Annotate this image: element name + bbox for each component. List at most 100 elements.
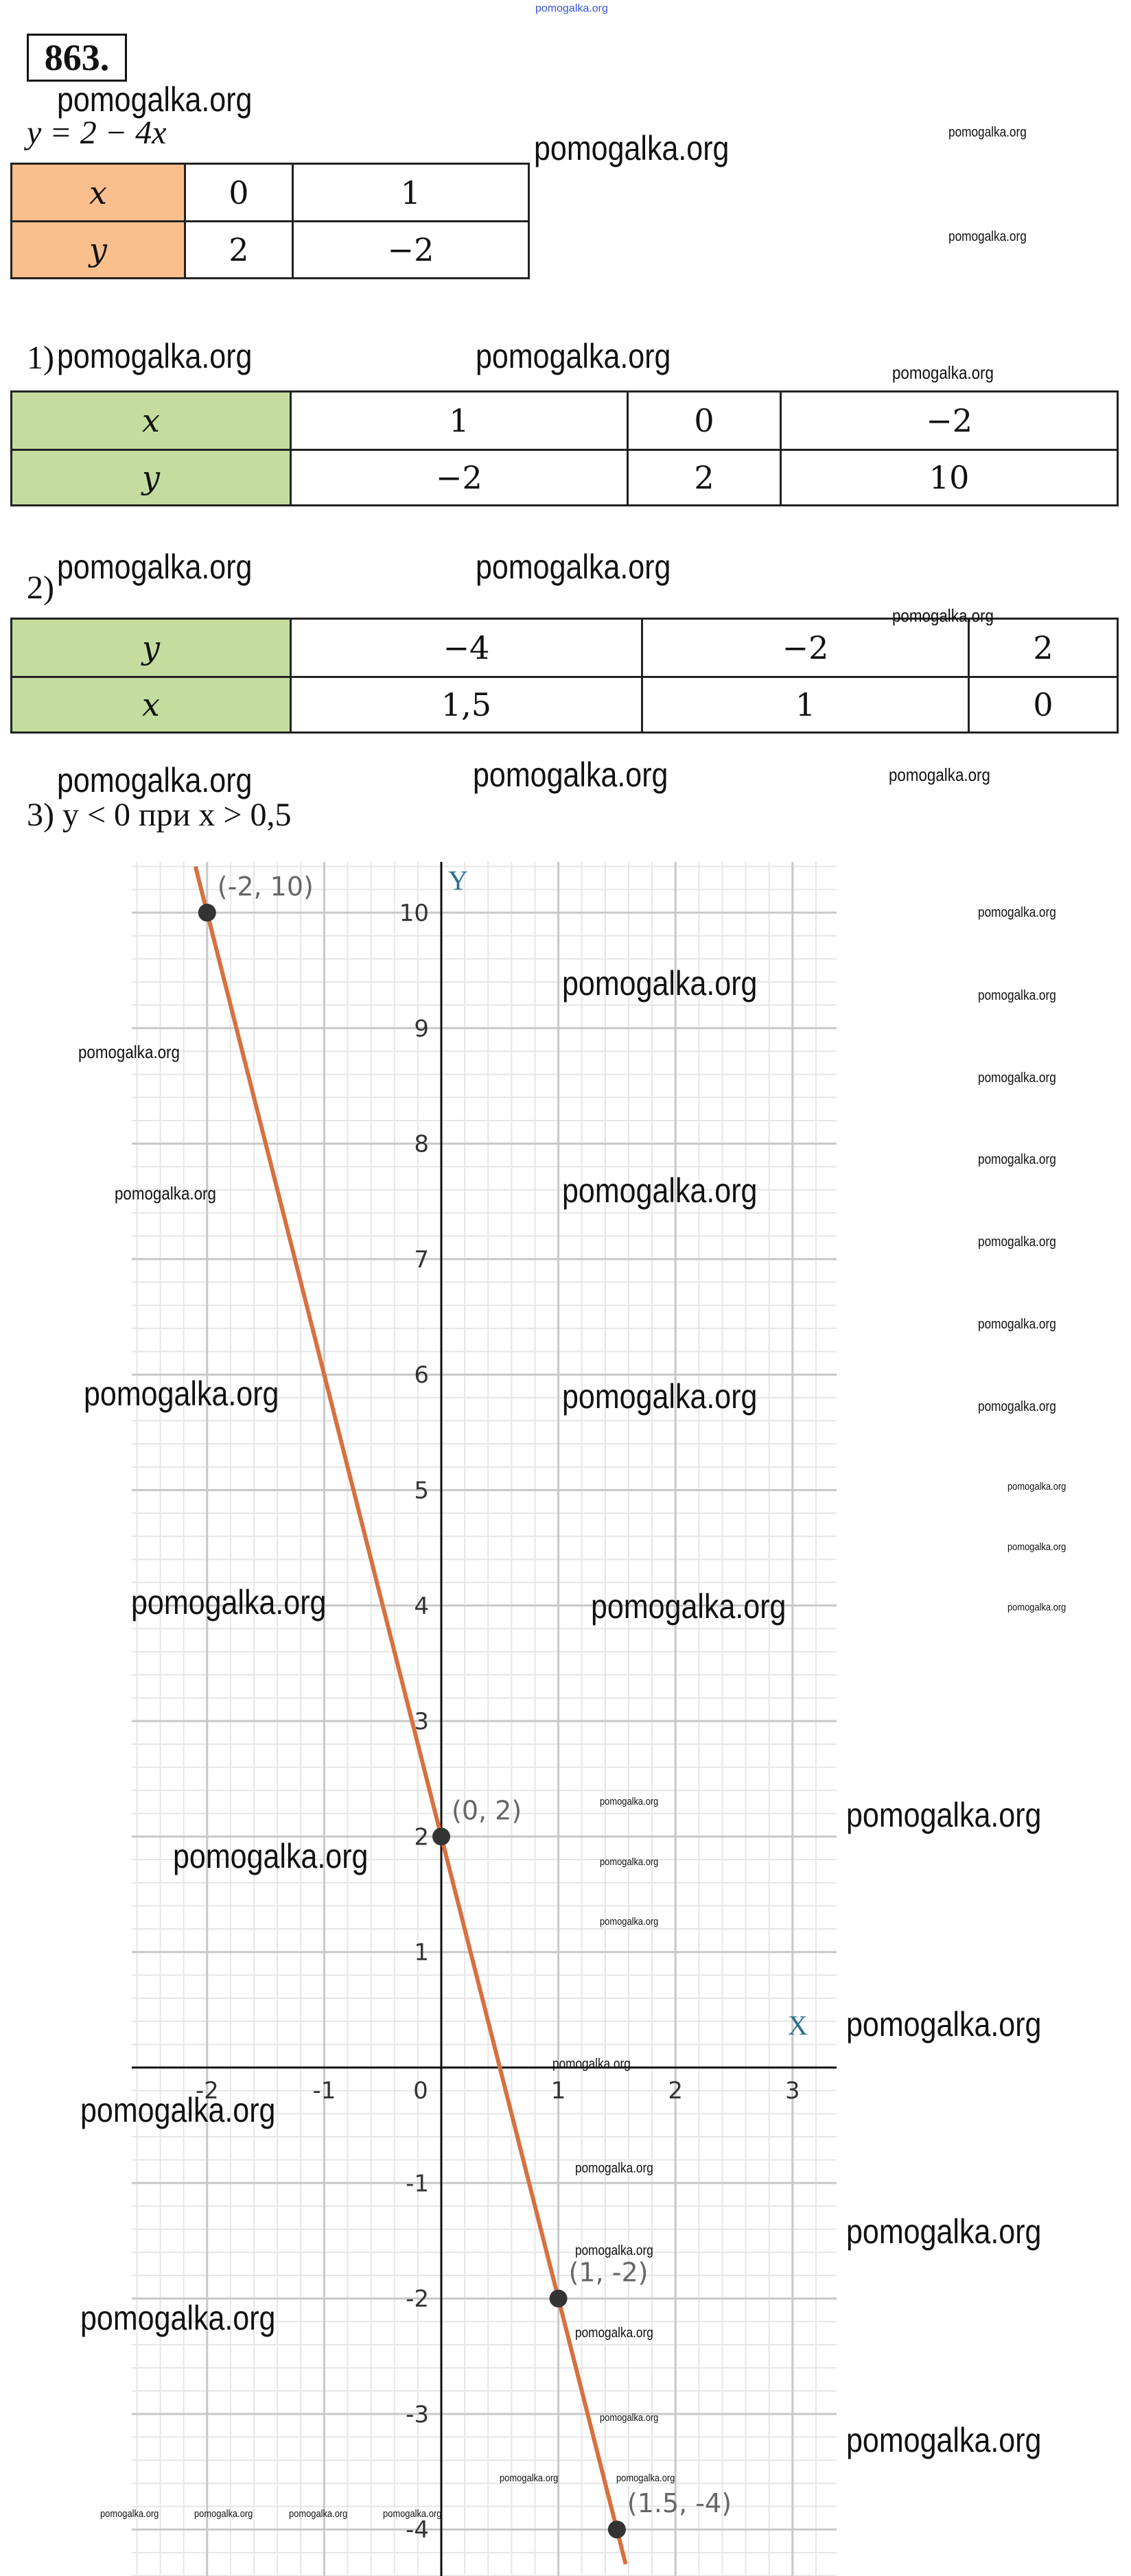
watermark: pomogalka.org (500, 2472, 559, 2484)
y-tick-label: 1 (414, 1939, 429, 1967)
table-cell: −2 (780, 390, 1119, 451)
x-tick-label: -1 (312, 2077, 336, 2105)
value-table-part1: x 1 0 −2 y −2 2 10 (10, 390, 1119, 506)
watermark: pomogalka.org (575, 2161, 653, 2176)
x-tick-label: 0 (413, 2077, 428, 2105)
part2-label: 2) (27, 570, 54, 606)
watermark: pomogalka.org (978, 1152, 1056, 1167)
table-header-cell: x (10, 676, 292, 734)
watermark: pomogalka.org (173, 1837, 369, 1875)
value-table-part2: y −4 −2 2 x 1,5 1 0 (10, 618, 1119, 734)
y-tick-label: 8 (414, 1131, 429, 1158)
y-tick-label: 5 (414, 1477, 429, 1505)
watermark: pomogalka.org (562, 1171, 758, 1210)
watermark: pomogalka.org (562, 1377, 758, 1416)
watermark: pomogalka.org (476, 337, 671, 375)
watermark: pomogalka.org (57, 548, 253, 586)
table-header-cell: y (10, 618, 292, 678)
watermark: pomogalka.org (194, 2508, 253, 2520)
watermark: pomogalka.org (575, 2326, 653, 2341)
table-cell: 2 (184, 220, 294, 279)
watermark: pomogalka.org (1007, 1481, 1066, 1492)
function-line (193, 865, 628, 2565)
watermark: pomogalka.org (948, 125, 1027, 140)
watermark: pomogalka.org (476, 548, 671, 586)
problem-number: 863. (27, 34, 127, 82)
table-header-cell: y (10, 449, 292, 506)
table-cell: 0 (967, 676, 1119, 734)
table-cell: 1 (640, 676, 970, 734)
table-cell: 0 (626, 390, 782, 451)
table-cell: −2 (290, 449, 629, 506)
data-point (549, 2289, 568, 2308)
watermark: pomogalka.org (616, 2472, 675, 2484)
watermark: pomogalka.org (1007, 1541, 1066, 1553)
y-tick-label: -4 (406, 2516, 429, 2544)
watermark: pomogalka.org (115, 1183, 216, 1204)
table-cell: 2 (967, 618, 1119, 678)
table-header-cell: x (10, 163, 186, 222)
data-point (607, 2520, 626, 2539)
watermark: pomogalka.org (978, 988, 1056, 1003)
watermark: pomogalka.org (57, 761, 253, 799)
x-tick-label: 3 (785, 2077, 800, 2105)
watermark: pomogalka.org (978, 905, 1056, 920)
watermark: pomogalka.org (84, 1374, 279, 1413)
table-cell: −2 (640, 618, 970, 678)
data-point (198, 904, 216, 922)
data-point (432, 1827, 450, 1846)
watermark: pomogalka.org (534, 129, 730, 167)
watermark: pomogalka.org (575, 2243, 653, 2258)
watermark: pomogalka.org (600, 2412, 659, 2424)
table-cell: 1,5 (290, 676, 643, 734)
point-label: (-2, 10) (218, 871, 314, 902)
x-tick-label: 1 (551, 2077, 566, 2105)
part3-answer: 3) y < 0 при x > 0,5 (27, 797, 292, 833)
watermark: pomogalka.org (80, 2091, 276, 2129)
table-cell: 10 (780, 449, 1119, 506)
table-cell: 2 (626, 449, 782, 506)
y-tick-label: -3 (406, 2401, 429, 2428)
top-watermark: pomogalka.org (535, 3, 608, 14)
y-axis-label: Y (448, 865, 468, 895)
watermark: pomogalka.org (892, 362, 994, 383)
table-cell: −4 (290, 618, 643, 678)
watermark: pomogalka.org (383, 2508, 442, 2520)
y-tick-label: -2 (406, 2286, 429, 2313)
table-cell: −2 (291, 220, 530, 279)
y-tick-label: 6 (414, 1361, 429, 1389)
table-header-cell: x (10, 390, 292, 451)
y-tick-label: 4 (414, 1593, 429, 1620)
watermark: pomogalka.org (1007, 1602, 1066, 1613)
x-tick-label: 2 (668, 2077, 683, 2105)
table-cell: 1 (291, 163, 530, 222)
watermark: pomogalka.org (57, 337, 253, 375)
watermark: pomogalka.org (57, 80, 253, 119)
watermark: pomogalka.org (591, 1587, 786, 1626)
watermark: pomogalka.org (562, 964, 758, 1003)
watermark: pomogalka.org (100, 2508, 159, 2520)
watermark: pomogalka.org (600, 1916, 659, 1928)
watermark: pomogalka.org (978, 1070, 1056, 1086)
watermark: pomogalka.org (289, 2508, 348, 2520)
watermark: pomogalka.org (978, 1399, 1056, 1414)
point-label: (1.5, -4) (627, 2488, 732, 2518)
watermark: pomogalka.org (978, 1234, 1056, 1250)
watermark: pomogalka.org (600, 1856, 659, 1868)
y-tick-label: 2 (414, 1823, 429, 1851)
watermark: pomogalka.org (892, 605, 994, 626)
point-label: (1, -2) (569, 2258, 649, 2288)
watermark: pomogalka.org (889, 764, 990, 785)
watermark: pomogalka.org (552, 2057, 631, 2072)
table-header-cell: y (10, 220, 186, 279)
part1-label: 1) (27, 340, 54, 376)
y-tick-label: 9 (414, 1015, 429, 1042)
watermark: pomogalka.org (473, 756, 668, 794)
watermark: pomogalka.org (846, 2005, 1042, 2044)
watermark: pomogalka.org (846, 2421, 1042, 2459)
watermark: pomogalka.org (600, 1796, 659, 1807)
table-cell: 0 (184, 163, 294, 222)
watermark: pomogalka.org (846, 1796, 1042, 1834)
watermark: pomogalka.org (80, 2299, 276, 2337)
